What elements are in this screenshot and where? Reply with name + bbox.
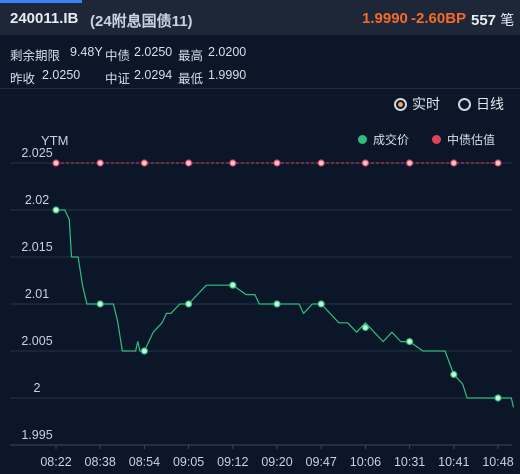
remaining-term-value: 9.48Y <box>70 45 103 59</box>
legend-valuation[interactable]: 中债估值 <box>432 131 495 148</box>
y-tick-label: 2.025 <box>21 146 52 160</box>
trade-point <box>406 338 414 346</box>
price-change-bp: -2.60BP <box>411 10 467 27</box>
trade-count-unit: 笔 <box>500 12 515 28</box>
radio-unselected-icon <box>458 97 471 111</box>
x-tick-label: 10:41 <box>438 455 469 469</box>
trade-point <box>185 300 193 308</box>
high-label: 最高 <box>178 49 204 63</box>
cb-valuation-label: 中债 <box>105 49 131 63</box>
valuation-point <box>494 159 502 167</box>
y-tick-label: 2.005 <box>21 334 52 348</box>
trade-point <box>273 300 281 308</box>
x-tick-label: 08:54 <box>129 455 160 469</box>
cs-valuation-value: 2.0294 <box>134 68 173 82</box>
prev-close-label: 昨收 <box>10 72 36 86</box>
valuation-point <box>52 159 60 167</box>
y-tick-label: 2.015 <box>21 240 52 254</box>
header-bar <box>0 0 520 35</box>
daily-toggle[interactable]: 日线 <box>458 94 504 114</box>
trade-series-line <box>56 209 515 408</box>
trade-point <box>361 323 369 332</box>
y-tick-label: 2 <box>34 381 41 395</box>
cs-valuation-label: 中证 <box>105 72 131 86</box>
x-tick-label: 09:05 <box>173 455 204 469</box>
x-tick-label: 10:48 <box>482 455 513 469</box>
prev-close-value: 2.0250 <box>42 68 81 82</box>
valuation-point <box>450 159 458 167</box>
active-tab-indicator <box>0 0 82 3</box>
legend-valuation-label: 中债估值 <box>447 133 496 147</box>
y-tick-label: 2.01 <box>25 287 49 301</box>
bond-name: (24附息国债11) <box>90 13 193 30</box>
x-tick-label: 09:20 <box>261 455 292 469</box>
high-value: 2.0200 <box>208 45 247 59</box>
bond-code: 240011.IB <box>10 10 79 27</box>
valuation-point <box>185 159 193 167</box>
legend-trade-label: 成交价 <box>373 133 410 147</box>
legend-trade[interactable]: 成交价 <box>358 131 409 148</box>
y-tick-label: 1.995 <box>21 428 52 442</box>
daily-toggle-label: 日线 <box>476 96 504 112</box>
x-tick-label: 10:31 <box>394 455 425 469</box>
y-tick-label: 2.02 <box>25 193 49 207</box>
x-tick-label: 09:12 <box>217 455 248 469</box>
trade-point <box>494 394 502 402</box>
latest-price: 1.9990 <box>362 10 408 27</box>
valuation-point <box>140 159 148 167</box>
radio-selected-icon <box>394 97 407 111</box>
valuation-point <box>317 159 325 167</box>
legend-valuation-swatch <box>432 135 441 144</box>
cb-valuation-value: 2.0250 <box>134 45 173 59</box>
valuation-point <box>361 159 369 167</box>
trade-point <box>317 300 325 308</box>
low-label: 最低 <box>178 72 204 86</box>
remaining-term-label: 剩余期限 <box>10 49 61 63</box>
header-divider <box>0 88 520 89</box>
trade-count: 557 笔 <box>471 10 514 30</box>
valuation-point <box>229 159 237 167</box>
valuation-point <box>406 159 414 167</box>
y-axis-label: YTM <box>41 133 69 148</box>
realtime-toggle-label: 实时 <box>412 96 440 112</box>
x-tick-label: 09:47 <box>306 455 337 469</box>
trade-count-value: 557 <box>471 12 497 29</box>
trade-point <box>450 370 458 379</box>
low-value: 1.9990 <box>208 68 247 82</box>
trade-point <box>52 206 60 214</box>
legend-trade-swatch <box>358 135 367 144</box>
x-tick-label: 08:38 <box>85 455 116 469</box>
trade-point <box>229 281 237 289</box>
valuation-point <box>96 159 104 167</box>
realtime-toggle[interactable]: 实时 <box>394 94 440 114</box>
trade-point <box>140 347 148 355</box>
valuation-point <box>273 159 281 167</box>
trade-point <box>96 300 104 308</box>
x-tick-label: 08:22 <box>40 455 71 469</box>
x-tick-label: 10:06 <box>350 455 381 469</box>
